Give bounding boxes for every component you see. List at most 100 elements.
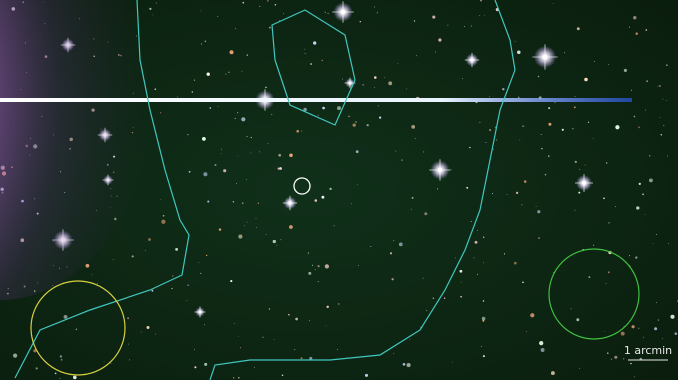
star (207, 200, 210, 203)
star (506, 194, 508, 195)
star (391, 278, 394, 281)
star (463, 26, 465, 27)
star (265, 234, 267, 236)
star (255, 218, 257, 219)
star (561, 128, 564, 131)
star (308, 271, 312, 275)
star (517, 50, 521, 55)
star (359, 20, 362, 23)
star (484, 15, 485, 16)
star (455, 257, 456, 259)
star (443, 297, 446, 299)
star (424, 212, 428, 216)
star (295, 317, 298, 321)
star (194, 349, 196, 351)
star (199, 272, 202, 275)
star (630, 362, 632, 365)
star (603, 197, 605, 200)
star (377, 105, 379, 107)
star (670, 314, 675, 319)
star (204, 40, 207, 43)
star (537, 75, 540, 78)
star (160, 198, 162, 200)
star (514, 41, 516, 43)
star (552, 3, 554, 4)
star (300, 357, 303, 360)
star (246, 135, 248, 137)
star (631, 89, 633, 91)
star (592, 138, 594, 140)
star (175, 248, 178, 251)
star (329, 187, 332, 191)
yellow-region (30, 280, 126, 376)
star (615, 125, 620, 130)
star (554, 102, 556, 104)
star (321, 59, 323, 62)
star (355, 121, 357, 123)
star (588, 276, 591, 279)
star (574, 95, 576, 97)
star (268, 308, 270, 310)
star (635, 32, 638, 35)
star (389, 252, 393, 255)
star (154, 333, 156, 335)
star (289, 225, 293, 229)
star (410, 208, 412, 210)
star (96, 283, 98, 285)
star (140, 331, 142, 333)
star (232, 201, 235, 203)
star (148, 238, 151, 241)
star (149, 7, 152, 11)
star (482, 355, 485, 358)
star (548, 155, 550, 157)
star (437, 188, 439, 190)
star (662, 98, 664, 100)
star (370, 245, 372, 248)
star (259, 5, 261, 7)
star (204, 324, 205, 326)
star (584, 164, 586, 166)
star (366, 124, 369, 127)
scale-label: 1 arcmin (624, 344, 672, 357)
star (127, 317, 130, 320)
star (351, 203, 352, 205)
star (313, 41, 317, 45)
star (411, 125, 416, 129)
star-core (582, 181, 586, 185)
star (393, 353, 395, 354)
star (200, 10, 202, 12)
star (462, 78, 464, 80)
star (279, 167, 282, 170)
star (525, 331, 527, 333)
star (666, 155, 668, 157)
star (91, 274, 93, 276)
star (519, 139, 521, 141)
star (110, 362, 112, 364)
star (151, 289, 154, 292)
green-region (548, 248, 640, 340)
star (470, 25, 472, 27)
star (522, 281, 524, 284)
star (128, 343, 129, 345)
star (352, 123, 356, 127)
star (273, 339, 275, 340)
star (492, 148, 494, 150)
star (530, 313, 535, 318)
star (538, 237, 541, 240)
star (60, 358, 63, 361)
star (550, 371, 555, 376)
star (657, 86, 659, 87)
star (267, 0, 269, 2)
star (402, 362, 406, 366)
star (162, 214, 165, 217)
star (579, 168, 581, 170)
star (59, 377, 61, 379)
star (413, 20, 416, 22)
star (535, 205, 537, 207)
star (357, 265, 359, 266)
star (201, 43, 202, 45)
star (574, 209, 576, 211)
star (660, 134, 662, 136)
star (587, 121, 590, 123)
star (483, 262, 485, 264)
